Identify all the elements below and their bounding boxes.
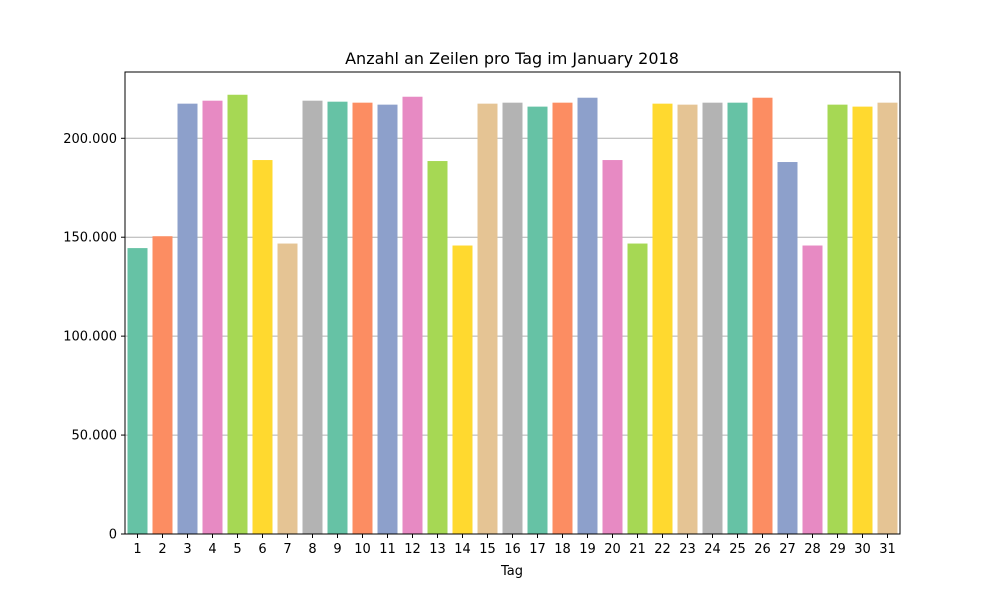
x-tick-label: 22 [654, 542, 671, 557]
x-tick-label: 15 [479, 542, 496, 557]
chart-title: Anzahl an Zeilen pro Tag im January 2018 [345, 49, 679, 68]
x-axis-label: Tag [500, 564, 523, 579]
bar [352, 102, 373, 534]
x-tick-label: 14 [454, 542, 471, 557]
x-tick-label: 13 [429, 542, 446, 557]
x-tick-label: 30 [854, 542, 871, 557]
bar [177, 103, 198, 535]
bar [327, 101, 348, 534]
x-tick-label: 7 [283, 542, 291, 557]
y-tick-label: 0 [109, 528, 117, 543]
x-tick-label: 2 [158, 542, 166, 557]
bar [277, 243, 298, 535]
bar [302, 100, 323, 534]
x-tick-label: 28 [804, 542, 821, 557]
x-tick-label: 9 [333, 542, 341, 557]
x-tick-label: 27 [779, 542, 796, 557]
y-axis: 0 50.000 100.000 150.000 200.000 [63, 132, 125, 543]
bars [127, 94, 898, 535]
bar [477, 103, 498, 535]
x-tick-label: 1 [133, 542, 141, 557]
bar [427, 161, 448, 534]
x-tick-label: 17 [529, 542, 546, 557]
x-tick-label: 8 [308, 542, 316, 557]
x-tick-label: 4 [208, 542, 216, 557]
bar [452, 245, 473, 535]
bar [852, 106, 873, 534]
x-tick-label: 5 [233, 542, 241, 557]
x-tick-label: 19 [579, 542, 596, 557]
x-tick-label: 20 [604, 542, 621, 557]
x-tick-label: 31 [879, 542, 896, 557]
bar [652, 103, 673, 535]
x-tick-label: 23 [679, 542, 696, 557]
y-tick-label: 50.000 [72, 429, 118, 444]
bar [702, 102, 723, 534]
bar [552, 102, 573, 534]
bar [727, 102, 748, 534]
x-tick-label: 26 [754, 542, 771, 557]
bar [402, 96, 423, 534]
x-tick-label: 21 [629, 542, 646, 557]
x-axis: 1 2 3 4 5 6 7 8 9 10 11 12 13 14 15 16 17 18 19 20 21 22 23 24 2… [133, 534, 896, 557]
x-tick-label: 25 [729, 542, 746, 557]
x-tick-label: 6 [258, 542, 266, 557]
y-tick-label: 150.000 [63, 231, 117, 246]
bar [752, 97, 773, 535]
y-tick-label: 100.000 [63, 330, 117, 345]
bar [227, 94, 248, 534]
bar [202, 100, 223, 534]
bar [152, 236, 173, 534]
x-tick-label: 10 [354, 542, 371, 557]
bar [777, 162, 798, 534]
bar [827, 104, 848, 535]
y-tick-label: 200.000 [63, 132, 117, 147]
bar [527, 106, 548, 534]
bar [577, 97, 598, 535]
x-tick-label: 24 [704, 542, 721, 557]
x-tick-label: 3 [183, 542, 191, 557]
bar [802, 245, 823, 535]
x-tick-label: 12 [404, 542, 421, 557]
bar [502, 102, 523, 534]
x-tick-label: 29 [829, 542, 846, 557]
x-tick-label: 16 [504, 542, 521, 557]
bar [377, 104, 398, 535]
bar [127, 248, 148, 534]
bar [602, 160, 623, 534]
x-tick-label: 11 [379, 542, 396, 557]
bar [677, 104, 698, 535]
bar [877, 102, 898, 534]
x-tick-label: 18 [554, 542, 571, 557]
bar [627, 243, 648, 535]
bar [252, 160, 273, 534]
